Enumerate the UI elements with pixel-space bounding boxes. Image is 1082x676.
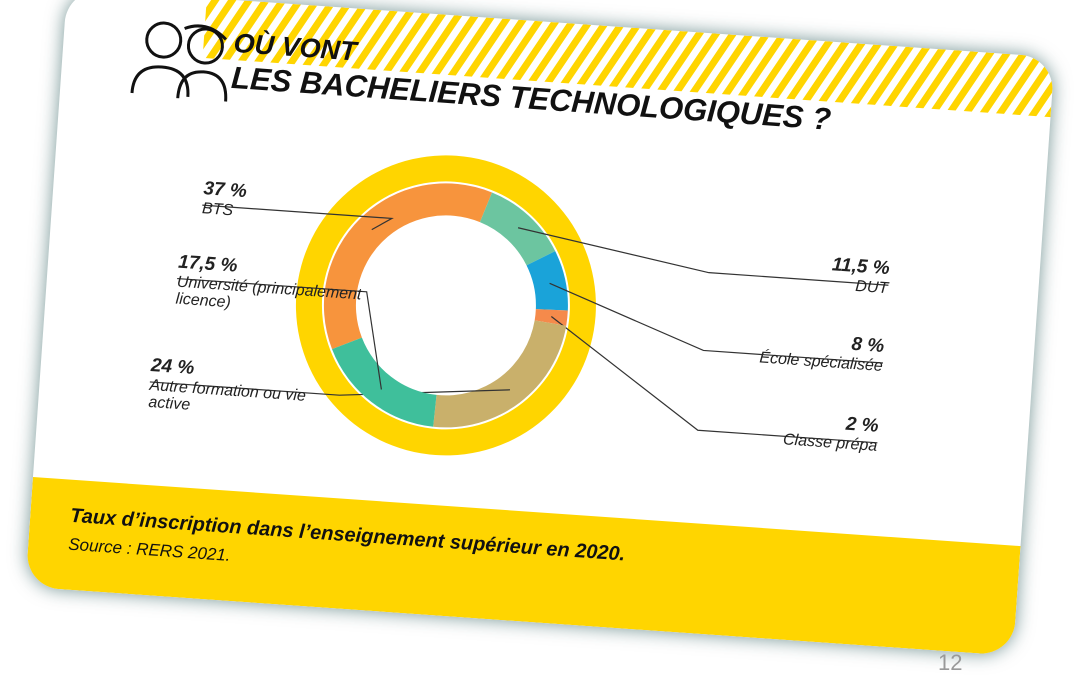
leader-line xyxy=(549,282,884,364)
leader-line xyxy=(550,316,878,444)
donut-segment xyxy=(332,337,437,427)
leader-line xyxy=(177,277,382,390)
footer-band xyxy=(25,477,1021,656)
page-number: 12 xyxy=(938,650,963,675)
donut-segment xyxy=(526,251,568,311)
donut-segment xyxy=(479,192,556,266)
leader-line xyxy=(517,227,889,286)
chart xyxy=(25,0,1055,656)
donut-segment xyxy=(534,309,568,326)
leader-line xyxy=(149,381,511,396)
inner-hole xyxy=(321,181,570,430)
header-stripes xyxy=(202,0,1055,118)
donut-segment xyxy=(433,320,567,428)
leader-line xyxy=(202,204,394,231)
infographic-card: OÙ VONT LES BACHELIERS TECHNOLOGIQUES ? … xyxy=(25,0,1055,656)
people-icon xyxy=(130,21,228,102)
donut-segment xyxy=(323,183,493,350)
